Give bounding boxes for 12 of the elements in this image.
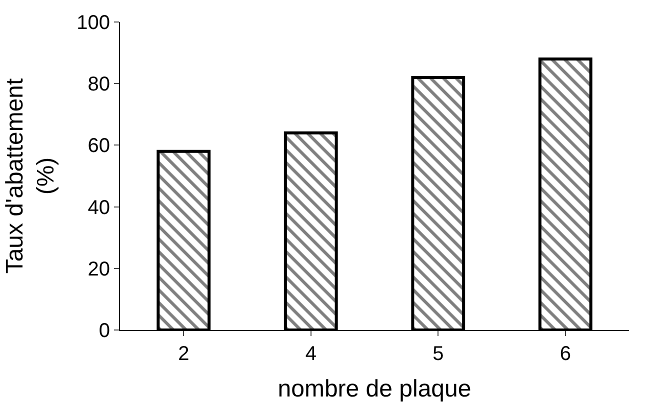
y-tick-label: 20: [88, 258, 110, 280]
y-axis-title: Taux d'abattement (%): [2, 78, 60, 274]
x-tick-label: 4: [305, 343, 316, 365]
x-axis-title: nombre de plaque: [278, 375, 472, 402]
y-tick-label: 100: [76, 12, 110, 34]
x-tick-label: 2: [178, 343, 190, 365]
y-tick-label: 60: [88, 135, 110, 158]
y-tick-label: 40: [88, 196, 110, 219]
y-tick-label: 0: [98, 320, 110, 342]
x-tick-label: 6: [560, 343, 571, 365]
y-tick-label: 80: [88, 74, 110, 96]
x-tick-label: 5: [432, 343, 444, 365]
